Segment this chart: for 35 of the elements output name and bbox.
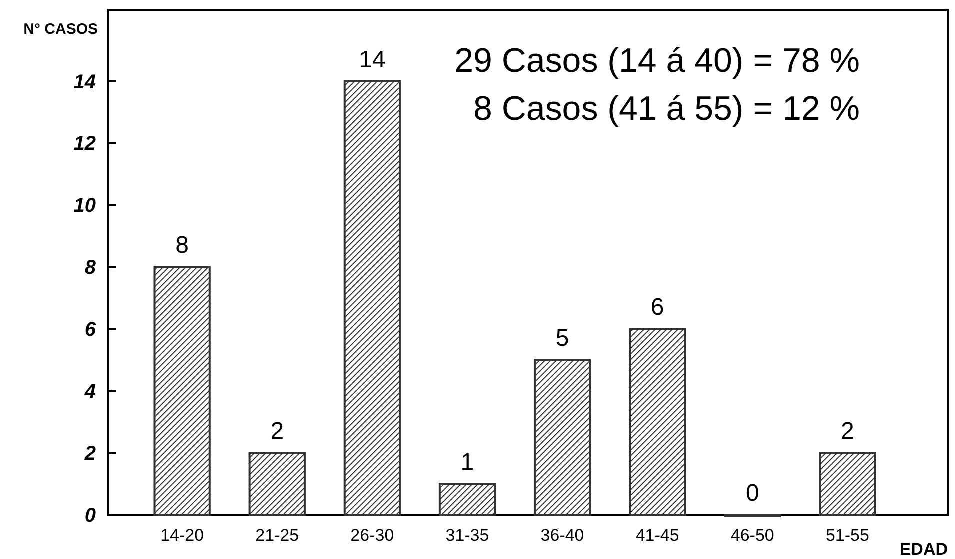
data-label: 5 (556, 325, 570, 352)
y-tick-label: 12 (74, 133, 96, 156)
data-label: 6 (650, 294, 664, 322)
x-tick-label: 36-40 (540, 526, 584, 545)
bar (154, 266, 211, 516)
x-tick-label: 31-35 (446, 526, 490, 545)
y-tick-label: 2 (84, 443, 96, 466)
y-axis-title: N° CASOS (24, 21, 98, 38)
x-tick-label: 21-25 (256, 526, 300, 545)
bar (629, 328, 686, 516)
data-label: 1 (460, 449, 474, 476)
bar (534, 359, 592, 516)
data-label: 0 (746, 480, 760, 507)
data-label: 14 (359, 46, 386, 74)
y-tick-label: 8 (84, 257, 97, 280)
annotation: 8 Casos (41 á 55) = 12 % (473, 90, 860, 128)
x-axis-title: EDAD (900, 540, 948, 559)
data-label: 2 (841, 418, 854, 446)
x-tick-label: 41-45 (636, 526, 680, 545)
y-tick-label: 0 (84, 505, 96, 527)
data-label: 2 (270, 418, 284, 446)
y-tick-label: 14 (74, 71, 96, 94)
bar (248, 452, 306, 516)
x-tick-label: 51-55 (826, 526, 870, 545)
y-tick-label: 4 (84, 381, 96, 404)
x-tick-label: 14-20 (160, 526, 204, 545)
bar (438, 483, 496, 516)
x-tick-label: 46-50 (730, 526, 774, 545)
bar (819, 452, 876, 516)
annotation: 29 Casos (14 á 40) = 78 % (454, 42, 860, 80)
y-tick-label: 6 (84, 319, 97, 342)
y-tick-label: 10 (74, 195, 96, 218)
data-label: 8 (176, 232, 189, 260)
bar (344, 80, 401, 516)
x-tick-label: 26-30 (350, 526, 394, 545)
